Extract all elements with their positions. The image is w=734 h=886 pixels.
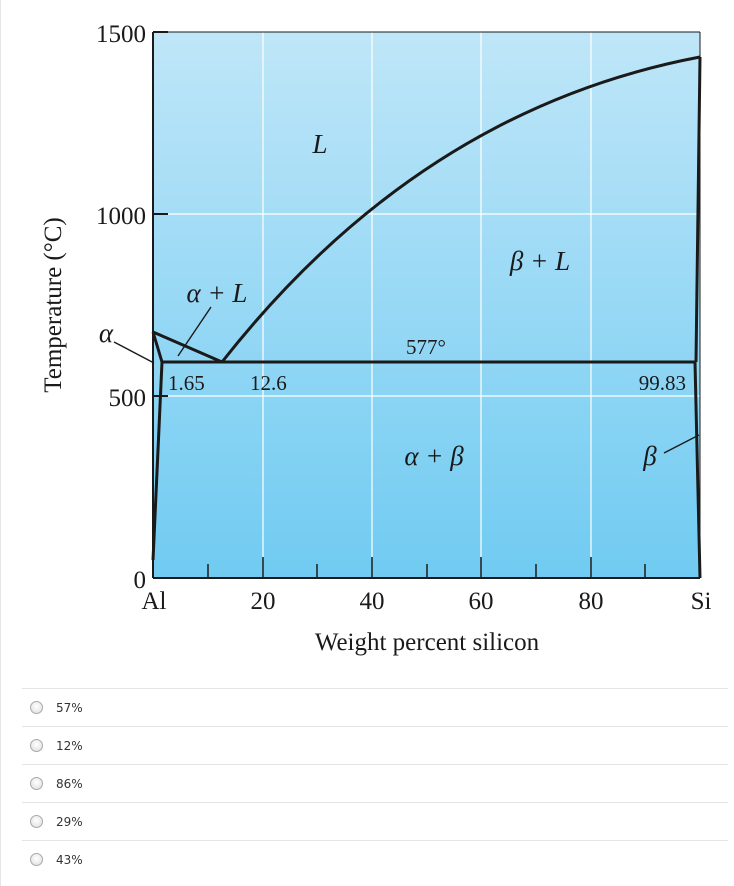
region-label-alpha-plus-liquid: α + L (187, 278, 248, 308)
region-label-liquid: L (311, 129, 327, 159)
x-tick-label: 20 (251, 588, 276, 615)
region-label-beta: β (642, 441, 657, 471)
answer-option-label: 86% (56, 776, 83, 791)
y-tick-label: 0 (134, 567, 147, 594)
silicon-melting-edge (694, 56, 702, 363)
answer-option-label: 29% (56, 814, 83, 829)
x-tick-label: 60 (469, 588, 494, 615)
y-axis-title: Temperature (°C) (40, 217, 67, 393)
answer-option[interactable]: 86% (22, 764, 728, 802)
beta-composition-label: 99.83 (639, 371, 686, 395)
x-tick-label: 40 (360, 588, 385, 615)
radio-button[interactable] (30, 739, 43, 752)
region-label-alpha-plus-beta: α + β (404, 441, 464, 471)
answer-option[interactable]: 57% (22, 688, 728, 726)
alpha-solvus (151, 361, 164, 561)
grid-lines (153, 32, 700, 578)
radio-button[interactable] (30, 701, 43, 714)
answer-options: 57% 12% 86% 29% 43% (22, 688, 728, 878)
y-tick-label: 1500 (96, 21, 146, 48)
leader-lines (113, 306, 700, 454)
eutectic-temperature-label: 577° (406, 335, 446, 359)
answer-option-label: 43% (56, 852, 83, 867)
x-tick-label: Al (142, 588, 167, 615)
beta-boundary-left (693, 361, 702, 579)
x-axis-title: Weight percent silicon (315, 629, 540, 656)
plot-area (153, 32, 700, 578)
y-tick-label: 1000 (96, 203, 146, 230)
left-border (0, 0, 1, 886)
answer-option-label: 12% (56, 738, 83, 753)
radio-button[interactable] (30, 815, 43, 828)
phase-boundaries (151, 55, 702, 579)
region-label-beta-plus-liquid: β + L (509, 246, 570, 276)
alpha-solubility-label: 1.65 (168, 371, 205, 395)
radio-button[interactable] (30, 777, 43, 790)
region-label-alpha: α (99, 318, 114, 348)
y-tick-label: 500 (109, 385, 147, 412)
answer-option[interactable]: 29% (22, 802, 728, 840)
answer-option[interactable]: 43% (22, 840, 728, 878)
x-tick-label: Si (691, 588, 712, 615)
answer-option[interactable]: 12% (22, 726, 728, 764)
alpha-solidus (151, 331, 164, 363)
eutectic-composition-label: 12.6 (250, 371, 287, 395)
x-tick-label: 80 (579, 588, 604, 615)
phase-diagram: 1500 1000 500 0 Al 20 40 60 80 Si Weight… (40, 21, 712, 656)
liquidus-aluminium-side (152, 330, 223, 364)
answer-option-label: 57% (56, 700, 83, 715)
x-axis-ticks (207, 557, 646, 578)
radio-button[interactable] (30, 853, 43, 866)
liquidus-silicon-side (220, 55, 701, 363)
